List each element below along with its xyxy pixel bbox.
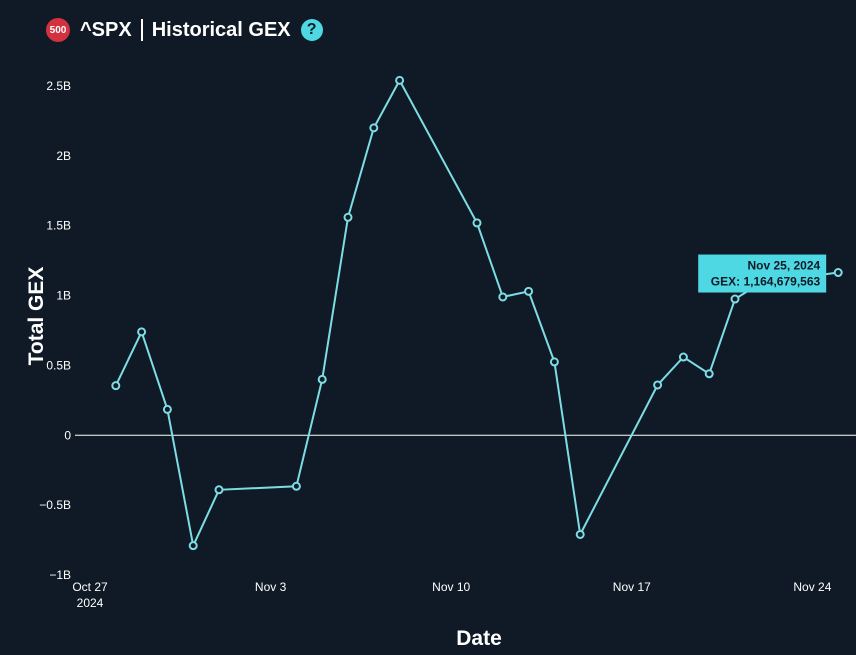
tooltip-value: GEX: 1,164,679,563 <box>711 275 821 289</box>
x-tick-sublabel: 2024 <box>77 596 104 610</box>
hover-tooltip: Nov 25, 2024 GEX: 1,164,679,563 <box>698 254 827 293</box>
y-axis-title: Total GEX <box>25 267 48 366</box>
series-line <box>114 78 839 549</box>
ticker-symbol: ^SPX <box>80 18 132 41</box>
data-point[interactable] <box>472 218 482 228</box>
data-point[interactable] <box>498 292 508 302</box>
data-point[interactable] <box>833 268 843 278</box>
x-tick-label: Nov 10 <box>432 580 470 594</box>
x-tick-label: Nov 3 <box>255 580 287 594</box>
x-tick-label: Nov 17 <box>613 580 651 594</box>
y-tick-label: 1B <box>56 289 71 303</box>
y-tick-label: 0.5B <box>46 358 71 372</box>
chart-header: 500 ^SPX Historical GEX ? <box>46 16 323 44</box>
y-tick-label: −0.5B <box>39 498 71 512</box>
data-point[interactable] <box>214 485 224 495</box>
data-point[interactable] <box>162 404 172 414</box>
data-point[interactable] <box>137 327 147 337</box>
data-point[interactable] <box>575 529 585 539</box>
tooltip-date: Nov 25, 2024 <box>747 259 820 273</box>
y-axis: −1B −0.5B 0 0.5B 1B 1.5B 2B 2.5B <box>39 79 71 582</box>
chart-title: Historical GEX <box>151 18 291 41</box>
x-tick-label: Oct 27 <box>72 580 108 594</box>
data-point[interactable] <box>395 75 405 85</box>
help-icon[interactable]: ? <box>300 19 323 41</box>
y-tick-label: 2B <box>56 149 71 163</box>
x-axis: Oct 27 2024 Nov 3 Nov 10 Nov 17 Nov 24 <box>72 580 831 610</box>
y-tick-label: 2.5B <box>46 79 71 93</box>
data-point[interactable] <box>188 541 198 551</box>
data-point[interactable] <box>549 357 559 367</box>
y-tick-label: 0 <box>64 428 71 442</box>
data-point[interactable] <box>369 123 379 133</box>
sp500-logo-badge: 500 <box>46 18 70 42</box>
title-divider <box>140 19 143 41</box>
y-tick-label: 1.5B <box>46 219 71 233</box>
data-point[interactable] <box>653 380 663 390</box>
data-point[interactable] <box>111 381 121 391</box>
data-point[interactable] <box>730 294 740 304</box>
data-point[interactable] <box>317 374 327 384</box>
tooltip-box <box>698 254 827 293</box>
data-point[interactable] <box>704 369 714 379</box>
data-point[interactable] <box>524 286 534 296</box>
x-tick-label: Nov 24 <box>793 580 831 594</box>
data-points[interactable] <box>111 75 843 551</box>
data-point[interactable] <box>291 481 301 491</box>
data-point[interactable] <box>678 352 688 362</box>
x-axis-title: Date <box>456 627 502 650</box>
y-tick-label: −1B <box>49 568 71 582</box>
data-point[interactable] <box>343 212 353 222</box>
